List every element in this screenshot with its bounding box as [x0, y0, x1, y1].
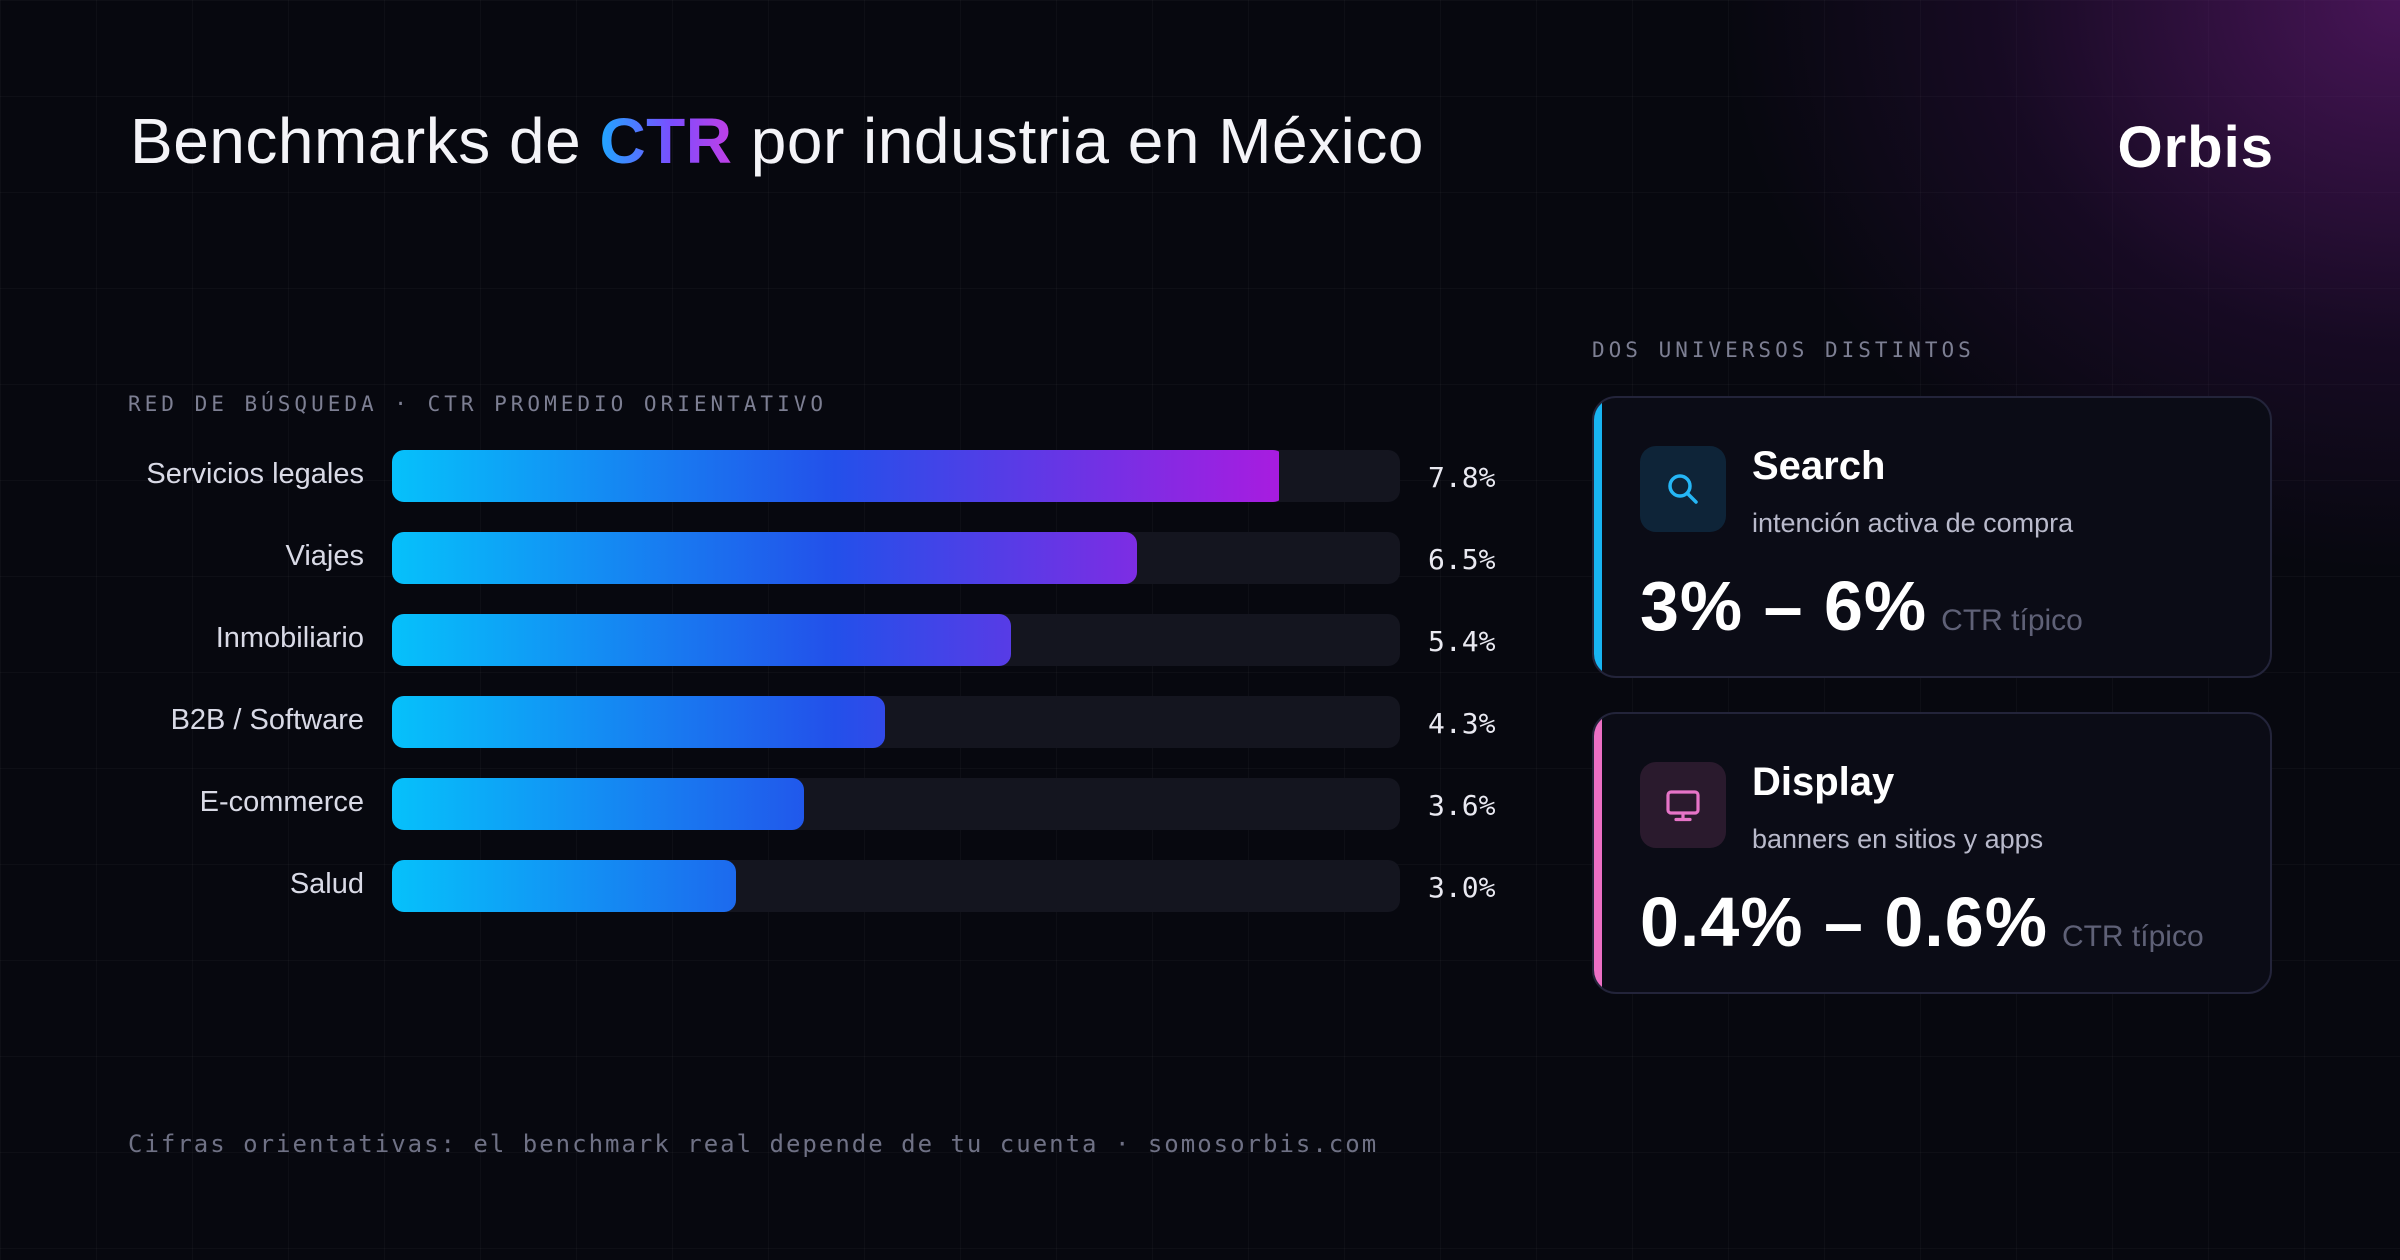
bar-value-label: 4.3%	[1428, 707, 1496, 740]
display-card: Display banners en sitios y apps 0.4% – …	[1592, 712, 2272, 994]
bar-value-label: 6.5%	[1428, 543, 1496, 576]
monitor-icon	[1640, 762, 1726, 848]
search-icon-glyph	[1668, 474, 1698, 504]
search-card: Search intención activa de compra 3% – 6…	[1592, 396, 2272, 678]
bar-category-label: Servicios legales	[146, 458, 364, 490]
bar-track	[392, 778, 1400, 830]
bar-track	[392, 860, 1400, 912]
display-ctr-unit: CTR típico	[2061, 920, 2204, 953]
bar	[392, 696, 885, 748]
bar	[392, 532, 1137, 584]
bar-track	[392, 450, 1400, 502]
display-card-description: banners en sitios y apps	[1752, 824, 2044, 854]
bar-track	[392, 614, 1400, 666]
bar-category-label: E-commerce	[199, 786, 364, 818]
title-highlight-ctr: CTR	[599, 105, 733, 177]
bar-row: B2B / Software 4.3%	[0, 696, 1560, 748]
page-title: Benchmarks de CTR por industria en Méxic…	[130, 104, 1424, 178]
bar-row: Viajes 6.5%	[0, 532, 1560, 584]
bar-chart: Servicios legales 7.8% Viajes 6.5% Inmobilia…	[0, 440, 1560, 940]
display-card-accent	[1594, 714, 1602, 992]
search-card-range-line: 3% – 6% CTR típico	[1640, 566, 2083, 646]
bar	[392, 614, 1011, 666]
bar-row: Servicios legales 7.8%	[0, 450, 1560, 502]
title-text-before: Benchmarks de	[130, 105, 600, 177]
display-card-title: Display	[1752, 760, 1895, 804]
bar-value-label: 5.4%	[1428, 625, 1496, 658]
bar-category-label: Inmobiliario	[215, 622, 364, 654]
brand-logo: Orbis	[2117, 115, 2274, 180]
bar	[392, 778, 805, 830]
title-text-after: por industria en México	[732, 105, 1424, 177]
search-icon	[1640, 446, 1726, 532]
bar	[392, 860, 736, 912]
bar-category-label: B2B / Software	[170, 704, 364, 736]
bar-row: Inmobiliario 5.4%	[0, 614, 1560, 666]
bar	[392, 450, 1286, 502]
chart-caption: RED DE BÚSQUEDA · CTR PROMEDIO ORIENTATI…	[128, 392, 828, 416]
monitor-icon-glyph	[1666, 790, 1700, 822]
bar-row: Salud 3.0%	[0, 860, 1560, 912]
bar-track	[392, 532, 1400, 584]
footer-note: Cifras orientativas: el benchmark real d…	[128, 1130, 1379, 1158]
bar-track	[392, 696, 1400, 748]
search-card-title: Search	[1752, 444, 1886, 488]
search-ctr-unit: CTR típico	[1941, 604, 2083, 637]
bar-category-label: Viajes	[285, 540, 364, 572]
bar-value-label: 3.6%	[1428, 789, 1496, 822]
bar-value-label: 7.8%	[1428, 461, 1496, 494]
bar-category-label: Salud	[289, 868, 364, 900]
side-caption: DOS UNIVERSOS DISTINTOS	[1592, 338, 1975, 362]
search-card-accent	[1594, 398, 1602, 676]
search-ctr-range: 3% – 6%	[1640, 567, 1928, 645]
bar-row: E-commerce 3.6%	[0, 778, 1560, 830]
search-card-description: intención activa de compra	[1752, 508, 2074, 538]
display-ctr-range: 0.4% – 0.6%	[1640, 883, 2048, 961]
bar-value-label: 3.0%	[1428, 871, 1496, 904]
display-card-range-line: 0.4% – 0.6% CTR típico	[1640, 882, 2204, 962]
